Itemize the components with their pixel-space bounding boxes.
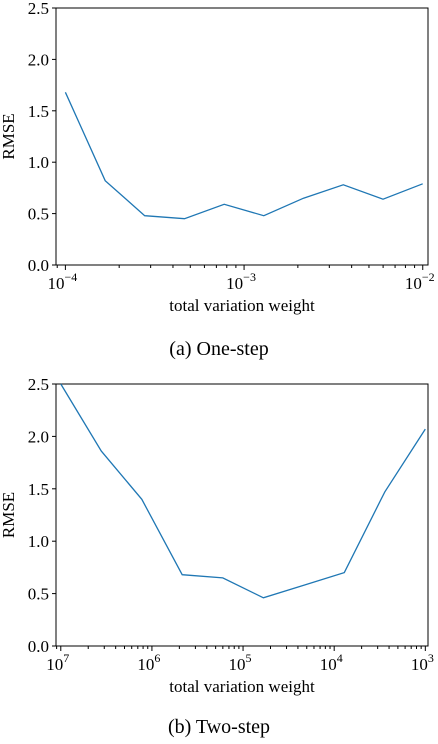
- caption-one-step: (a) One-step: [169, 338, 269, 360]
- x-tick-label: 10−2: [405, 270, 435, 293]
- y-tick-label: 2.0: [28, 50, 49, 69]
- x-tick-label: 106: [137, 651, 160, 674]
- x-tick-label: 10−3: [226, 270, 256, 293]
- chart-one-step: 0.0 0.5 1.0 1.5 2.0 2.5 10−4 10−3 10−2 total vari…: [0, 0, 435, 315]
- x-tick-label: 107: [46, 651, 69, 674]
- chart-two-step: 0.0 0.5 1.0 1.5 2.0 2.5 107 106 105 104 103 total v…: [0, 375, 434, 696]
- x-tick-label: 105: [229, 651, 252, 674]
- caption-two-step: (b) Two-step: [167, 716, 271, 738]
- series-line: [64, 92, 423, 220]
- y-tick-label: 0.0: [28, 637, 49, 656]
- plot-frame: [55, 383, 429, 647]
- y-tick-label: 0.5: [28, 205, 49, 224]
- y-tick-label: 2.0: [28, 427, 49, 446]
- y-tick-label: 2.5: [28, 0, 49, 18]
- y-tick-label: 1.5: [28, 102, 49, 121]
- y-tick-label: 1.0: [28, 153, 49, 172]
- x-tick-label: 103: [411, 651, 434, 674]
- y-tick-label: 2.5: [28, 375, 49, 394]
- x-tick-label: 10−4: [48, 270, 78, 293]
- y-tick-label: 1.5: [28, 480, 49, 499]
- y-tick-label: 1.0: [28, 532, 49, 551]
- series-line: [60, 383, 426, 599]
- y-tick-label: 0.0: [28, 256, 49, 275]
- y-tick-label: 0.5: [28, 585, 49, 604]
- x-tick-label: 104: [320, 651, 343, 674]
- y-axis-label: RMSE: [0, 492, 18, 538]
- x-axis-label: total variation weight: [169, 296, 315, 315]
- plot-frame: [55, 7, 429, 266]
- x-axis-label: total variation weight: [169, 677, 315, 696]
- y-axis-label: RMSE: [0, 113, 18, 159]
